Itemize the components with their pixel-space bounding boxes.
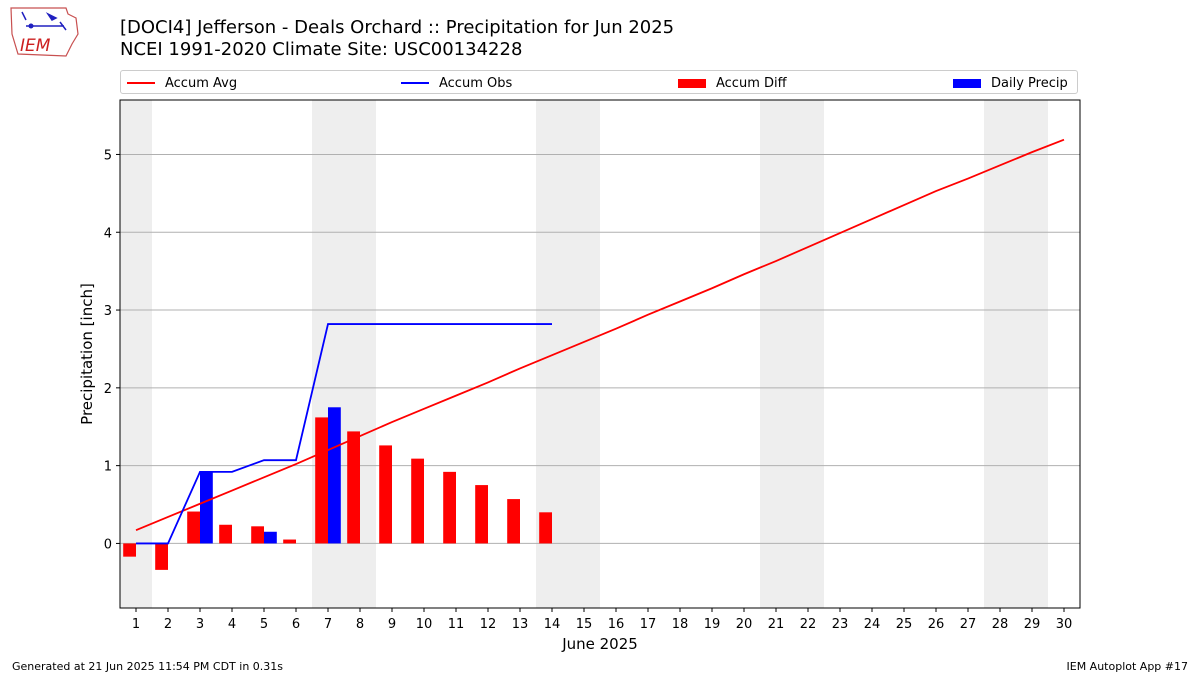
- accum-diff-bar: [411, 458, 424, 544]
- daily-precip-bar: [264, 531, 277, 544]
- weekend-band: [760, 100, 824, 608]
- x-tick-label: 20: [736, 617, 753, 632]
- y-tick-label: 3: [104, 304, 112, 319]
- x-tick-label: 8: [356, 617, 364, 632]
- accum-diff-bar: [315, 417, 328, 544]
- accum-diff-bar: [475, 485, 488, 544]
- plot-frame: [119, 99, 1081, 609]
- accum-diff-bar: [219, 524, 232, 544]
- x-axis-ticks: 1 2 3 4 5 6 7 8 9 10 11 12 13 14 15 16 17 18 19 20 21 22 23 24 2…: [132, 608, 1072, 632]
- y-tick-label: 5: [104, 148, 112, 163]
- x-axis-label: June 2025: [561, 635, 638, 653]
- legend-item-accum-obs: Accum Obs: [401, 74, 512, 92]
- accum-diff-bar: [283, 539, 296, 544]
- accum-diff-bar: [251, 526, 264, 544]
- x-tick-label: 25: [896, 617, 913, 632]
- weekend-shading: [120, 100, 1048, 608]
- chart-title: [DOCI4] Jefferson - Deals Orchard :: Pre…: [120, 17, 675, 38]
- x-tick-label: 17: [640, 617, 657, 632]
- weekend-band: [984, 100, 1048, 608]
- legend-item-accum-avg: Accum Avg: [127, 74, 237, 92]
- x-tick-label: 24: [864, 617, 881, 632]
- chart-subtitle: NCEI 1991-2020 Climate Site: USC00134228: [120, 39, 523, 60]
- x-tick-label: 13: [512, 617, 529, 632]
- x-tick-label: 18: [672, 617, 689, 632]
- accum-diff-bar: [347, 431, 360, 544]
- y-axis-ticks: 0 1 2 3 4 5: [104, 148, 120, 552]
- y-tick-label: 0: [104, 537, 112, 552]
- daily-precip-bar: [328, 407, 341, 544]
- legend-swatch-accum-obs: [401, 82, 429, 84]
- legend-label-accum-obs: Accum Obs: [439, 75, 513, 91]
- x-tick-label: 7: [324, 617, 332, 632]
- x-tick-label: 15: [576, 617, 593, 632]
- accum-diff-bar: [187, 511, 200, 544]
- accum-avg-line: [135, 138, 1065, 532]
- x-tick-label: 28: [992, 617, 1009, 632]
- y-tick-label: 2: [104, 382, 112, 397]
- x-tick-label: 12: [480, 617, 497, 632]
- x-tick-label: 26: [928, 617, 945, 632]
- x-tick-label: 3: [196, 617, 204, 632]
- legend: Accum Avg Accum Obs Accum Diff Daily Pre…: [120, 70, 1078, 94]
- x-tick-label: 29: [1024, 617, 1041, 632]
- accum-avg-series: [135, 138, 1065, 532]
- accum-obs-line: [136, 323, 552, 545]
- footer-generated: Generated at 21 Jun 2025 11:54 PM CDT in…: [12, 660, 284, 673]
- legend-swatch-accum-diff: [678, 78, 706, 88]
- x-tick-label: 5: [260, 617, 268, 632]
- y-tick-label: 1: [104, 460, 112, 475]
- legend-swatch-daily-precip: [953, 78, 981, 88]
- x-tick-label: 10: [416, 617, 433, 632]
- accum-diff-bar: [379, 445, 392, 544]
- x-tick-label: 9: [388, 617, 396, 632]
- x-tick-label: 16: [608, 617, 625, 632]
- x-tick-label: 1: [132, 617, 140, 632]
- legend-label-daily-precip: Daily Precip: [991, 75, 1068, 91]
- accum-diff-bars: [123, 417, 552, 570]
- logo-text: IEM: [20, 36, 51, 56]
- x-tick-label: 30: [1056, 617, 1073, 632]
- iem-logo: IEM: [10, 7, 79, 57]
- x-tick-label: 11: [448, 617, 465, 632]
- accum-diff-bar: [123, 543, 136, 557]
- legend-swatch-accum-avg: [127, 82, 155, 84]
- y-tick-label: 4: [104, 226, 112, 241]
- legend-label-accum-avg: Accum Avg: [165, 75, 238, 91]
- x-tick-label: 23: [832, 617, 849, 632]
- x-tick-label: 19: [704, 617, 721, 632]
- weekend-band: [120, 100, 152, 608]
- x-tick-label: 22: [800, 617, 817, 632]
- accum-diff-bar: [443, 471, 456, 544]
- x-tick-label: 4: [228, 617, 236, 632]
- daily-precip-bars: [200, 407, 341, 544]
- x-tick-label: 27: [960, 617, 977, 632]
- y-gridlines: [120, 153, 1080, 544]
- footer-app: IEM Autoplot App #17: [1066, 660, 1189, 673]
- accum-diff-bar: [539, 512, 552, 544]
- legend-item-accum-diff: Accum Diff: [678, 74, 787, 92]
- daily-precip-bar: [200, 471, 213, 544]
- x-tick-label: 14: [544, 617, 561, 632]
- accum-diff-bar: [155, 543, 168, 570]
- legend-item-daily-precip: Daily Precip: [953, 74, 1068, 92]
- x-tick-label: 21: [768, 617, 785, 632]
- accum-obs-series: [136, 323, 552, 545]
- x-tick-label: 2: [164, 617, 172, 632]
- legend-label-accum-diff: Accum Diff: [716, 75, 787, 91]
- x-tick-label: 6: [292, 617, 300, 632]
- accum-diff-bar: [507, 499, 520, 544]
- y-axis-label: Precipitation [inch]: [78, 283, 96, 425]
